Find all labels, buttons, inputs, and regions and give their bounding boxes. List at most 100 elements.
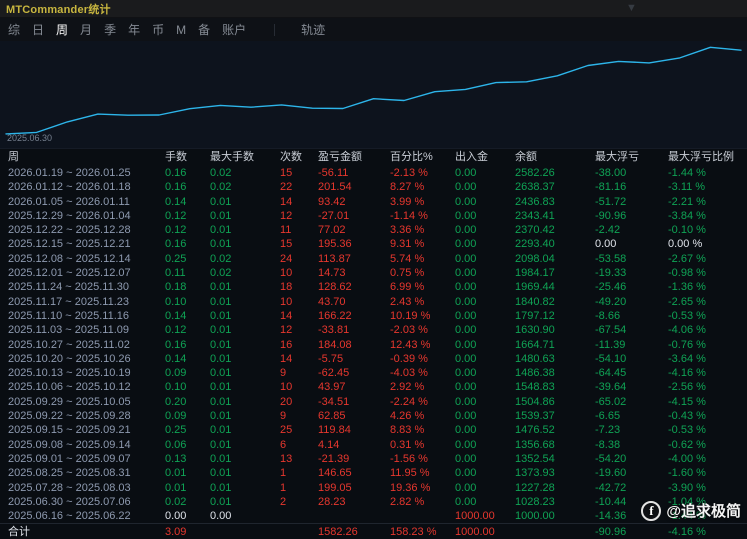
column-header-9[interactable]: 最大浮亏比例	[668, 151, 734, 163]
table-cell-3: 1	[280, 467, 287, 480]
table-cell-2: 0.01	[210, 281, 232, 294]
table-cell-3: 15	[280, 238, 293, 251]
column-header-6[interactable]: 出入金	[455, 151, 488, 163]
table-cell-6: 0.00	[455, 467, 477, 480]
column-header-7[interactable]: 余额	[515, 151, 537, 163]
table-row[interactable]: 2026.01.12 ~ 2026.01.18 0.16 0.02 22 201.54 8…	[0, 180, 747, 194]
table-row[interactable]: 2025.09.29 ~ 2025.10.05 0.20 0.01 20 -34.51 -…	[0, 395, 747, 409]
table-row[interactable]: 2026.01.05 ~ 2026.01.11 0.14 0.01 14 93.42 3.…	[0, 195, 747, 209]
column-header-0[interactable]: 周	[8, 151, 19, 163]
table-cell-1: 0.14	[165, 309, 187, 322]
table-cell-8: -54.10	[595, 352, 627, 365]
table-cell-2: 0.01	[210, 224, 232, 237]
tab-账户[interactable]: 账户	[222, 23, 247, 37]
table-cell-2: 0.01	[210, 452, 232, 465]
table-cell-4: 199.05	[318, 481, 352, 494]
tab-M[interactable]: M	[176, 22, 187, 37]
table-cell-4: -33.81	[318, 324, 350, 337]
tab-周[interactable]: 周	[56, 23, 69, 37]
table-row[interactable]: 2026.01.19 ~ 2026.01.25 0.16 0.02 15 -56.11 -…	[0, 166, 747, 180]
table-row[interactable]: 2025.11.03 ~ 2025.11.09 0.12 0.01 12 -33.81 -…	[0, 323, 747, 337]
table-cell-0: 2025.10.27 ~ 2025.11.02	[8, 338, 130, 351]
table-cell-6: 0.00	[455, 438, 477, 451]
tab-备[interactable]: 备	[198, 23, 211, 37]
table-cell-1: 0.12	[165, 209, 187, 222]
table-cell-6: 0.00	[455, 224, 477, 237]
table-cell-5: 8.27 %	[390, 181, 425, 194]
table-row[interactable]: 2025.09.01 ~ 2025.09.07 0.13 0.01 13 -21.39 -…	[0, 452, 747, 466]
table-cell-7: 1486.38	[515, 367, 555, 380]
table-cell-9: -3.84 %	[668, 209, 706, 222]
table-cell-0: 2025.07.28 ~ 2025.08.03	[8, 481, 131, 494]
table-cell-8: -38.00	[595, 167, 627, 179]
table-row[interactable]: 2025.06.30 ~ 2025.07.06 0.02 0.01 2 28.23 2.8…	[0, 495, 747, 509]
table-cell-2: 0.01	[210, 295, 232, 308]
tab-轨迹[interactable]: 轨迹	[301, 23, 326, 37]
tab-日[interactable]: 日	[32, 23, 45, 37]
table-row[interactable]: 2025.09.22 ~ 2025.09.28 0.09 0.01 9 62.85 4.2…	[0, 409, 747, 423]
table-cell-8: -64.45	[595, 367, 627, 380]
table-row[interactable]: 2025.12.01 ~ 2025.12.07 0.11 0.02 10 14.73 0.…	[0, 266, 747, 280]
table-row[interactable]: 2025.10.06 ~ 2025.10.12 0.10 0.01 10 43.97 2.…	[0, 380, 747, 394]
table-row[interactable]: 2025.11.24 ~ 2025.11.30 0.18 0.01 18 128.62 6…	[0, 280, 747, 294]
tab-年[interactable]: 年	[128, 23, 141, 37]
table-row[interactable]: 2025.10.20 ~ 2025.10.26 0.14 0.01 14 -5.75 -0…	[0, 352, 747, 366]
table-cell-4: 14.73	[318, 267, 346, 280]
table-cell-4: 201.54	[318, 181, 352, 194]
table-cell-3: 2	[280, 495, 287, 508]
table-cell-5: 8.83 %	[390, 424, 425, 437]
table-cell-2: 0.01	[210, 324, 232, 337]
table-cell-0: 2026.01.05 ~ 2026.01.11	[8, 195, 130, 208]
table-cell-1: 0.25	[165, 252, 187, 265]
table-cell-5: 3.99 %	[390, 195, 425, 208]
table-row[interactable]: 2025.12.15 ~ 2025.12.21 0.16 0.01 15 195.36 9…	[0, 237, 747, 251]
tab-币[interactable]: 币	[152, 23, 165, 37]
table-row[interactable]: 2025.10.27 ~ 2025.11.02 0.16 0.01 16 184.08 1…	[0, 338, 747, 352]
column-header-5[interactable]: 百分比%	[390, 151, 433, 163]
table-cell-7: 1664.71	[515, 338, 555, 351]
column-header-2[interactable]: 最大手数	[210, 151, 254, 163]
table-row[interactable]: 2025.10.13 ~ 2025.10.19 0.09 0.01 9 -62.45 -4…	[0, 366, 747, 380]
total-cell-9: -4.16 %	[668, 525, 706, 538]
table-cell-2: 0.01	[210, 424, 232, 437]
table-row[interactable]: 2025.12.29 ~ 2026.01.04 0.12 0.01 12 -27.01 -…	[0, 209, 747, 223]
balance-line	[5, 46, 742, 135]
table-cell-2: 0.01	[210, 367, 232, 380]
table-cell-2: 0.01	[210, 395, 232, 408]
table-cell-4: -56.11	[318, 167, 349, 179]
table-cell-0: 2025.11.17 ~ 2025.11.23	[8, 295, 130, 308]
table-cell-9: -2.21 %	[668, 195, 706, 208]
column-header-3[interactable]: 次数	[280, 151, 302, 163]
table-cell-1: 0.01	[165, 481, 187, 494]
table-row[interactable]: 2025.06.16 ~ 2025.06.22 0.00 0.00 1000.00 10…	[0, 509, 747, 523]
table-cell-9: -0.53 %	[668, 424, 706, 437]
table-cell-6: 0.00	[455, 481, 477, 494]
table-cell-8: -6.65	[595, 410, 621, 423]
table-row[interactable]: 2025.11.17 ~ 2025.11.23 0.10 0.01 10 43.70 2.…	[0, 295, 747, 309]
table-row[interactable]: 2025.09.15 ~ 2025.09.21 0.25 0.01 25 119.84 8…	[0, 423, 747, 437]
column-header-1[interactable]: 手数	[165, 151, 187, 163]
dropdown-arrow-icon[interactable]: ▼	[626, 2, 637, 14]
table-cell-7: 1984.17	[515, 267, 555, 280]
table-row[interactable]: 2025.07.28 ~ 2025.08.03 0.01 0.01 1 199.05 19…	[0, 481, 747, 495]
table-cell-6: 0.00	[455, 267, 477, 280]
tab-季[interactable]: 季	[104, 23, 117, 37]
table-row[interactable]: 2025.11.10 ~ 2025.11.16 0.14 0.01 14 166.22 1…	[0, 309, 747, 323]
table-cell-9: -3.11 %	[668, 181, 706, 194]
table-cell-9: -1.60 %	[668, 467, 706, 480]
title-bar: MTCommander统计 ▼	[0, 0, 747, 18]
tab-综[interactable]: 综	[8, 23, 21, 37]
table-cell-1: 0.20	[165, 395, 187, 408]
tab-月[interactable]: 月	[80, 23, 93, 37]
table-row[interactable]: 2025.09.08 ~ 2025.09.14 0.06 0.01 6 4.14 0.31…	[0, 438, 747, 452]
column-header-4[interactable]: 盈亏金额	[318, 151, 362, 163]
table-row[interactable]: 2025.08.25 ~ 2025.08.31 0.01 0.01 1 146.65 11…	[0, 466, 747, 480]
table-row[interactable]: 2025.12.08 ~ 2025.12.14 0.25 0.02 24 113.87 5…	[0, 252, 747, 266]
total-cell-4: 1582.26	[318, 525, 358, 538]
table-cell-7: 2343.41	[515, 209, 555, 222]
table-cell-6: 0.00	[455, 195, 477, 208]
window-title: MTCommander统计	[6, 3, 111, 16]
table-row[interactable]: 2025.12.22 ~ 2025.12.28 0.12 0.01 11 77.02 3.…	[0, 223, 747, 237]
table-cell-1: 0.10	[165, 295, 187, 308]
column-header-8[interactable]: 最大浮亏	[595, 151, 639, 163]
